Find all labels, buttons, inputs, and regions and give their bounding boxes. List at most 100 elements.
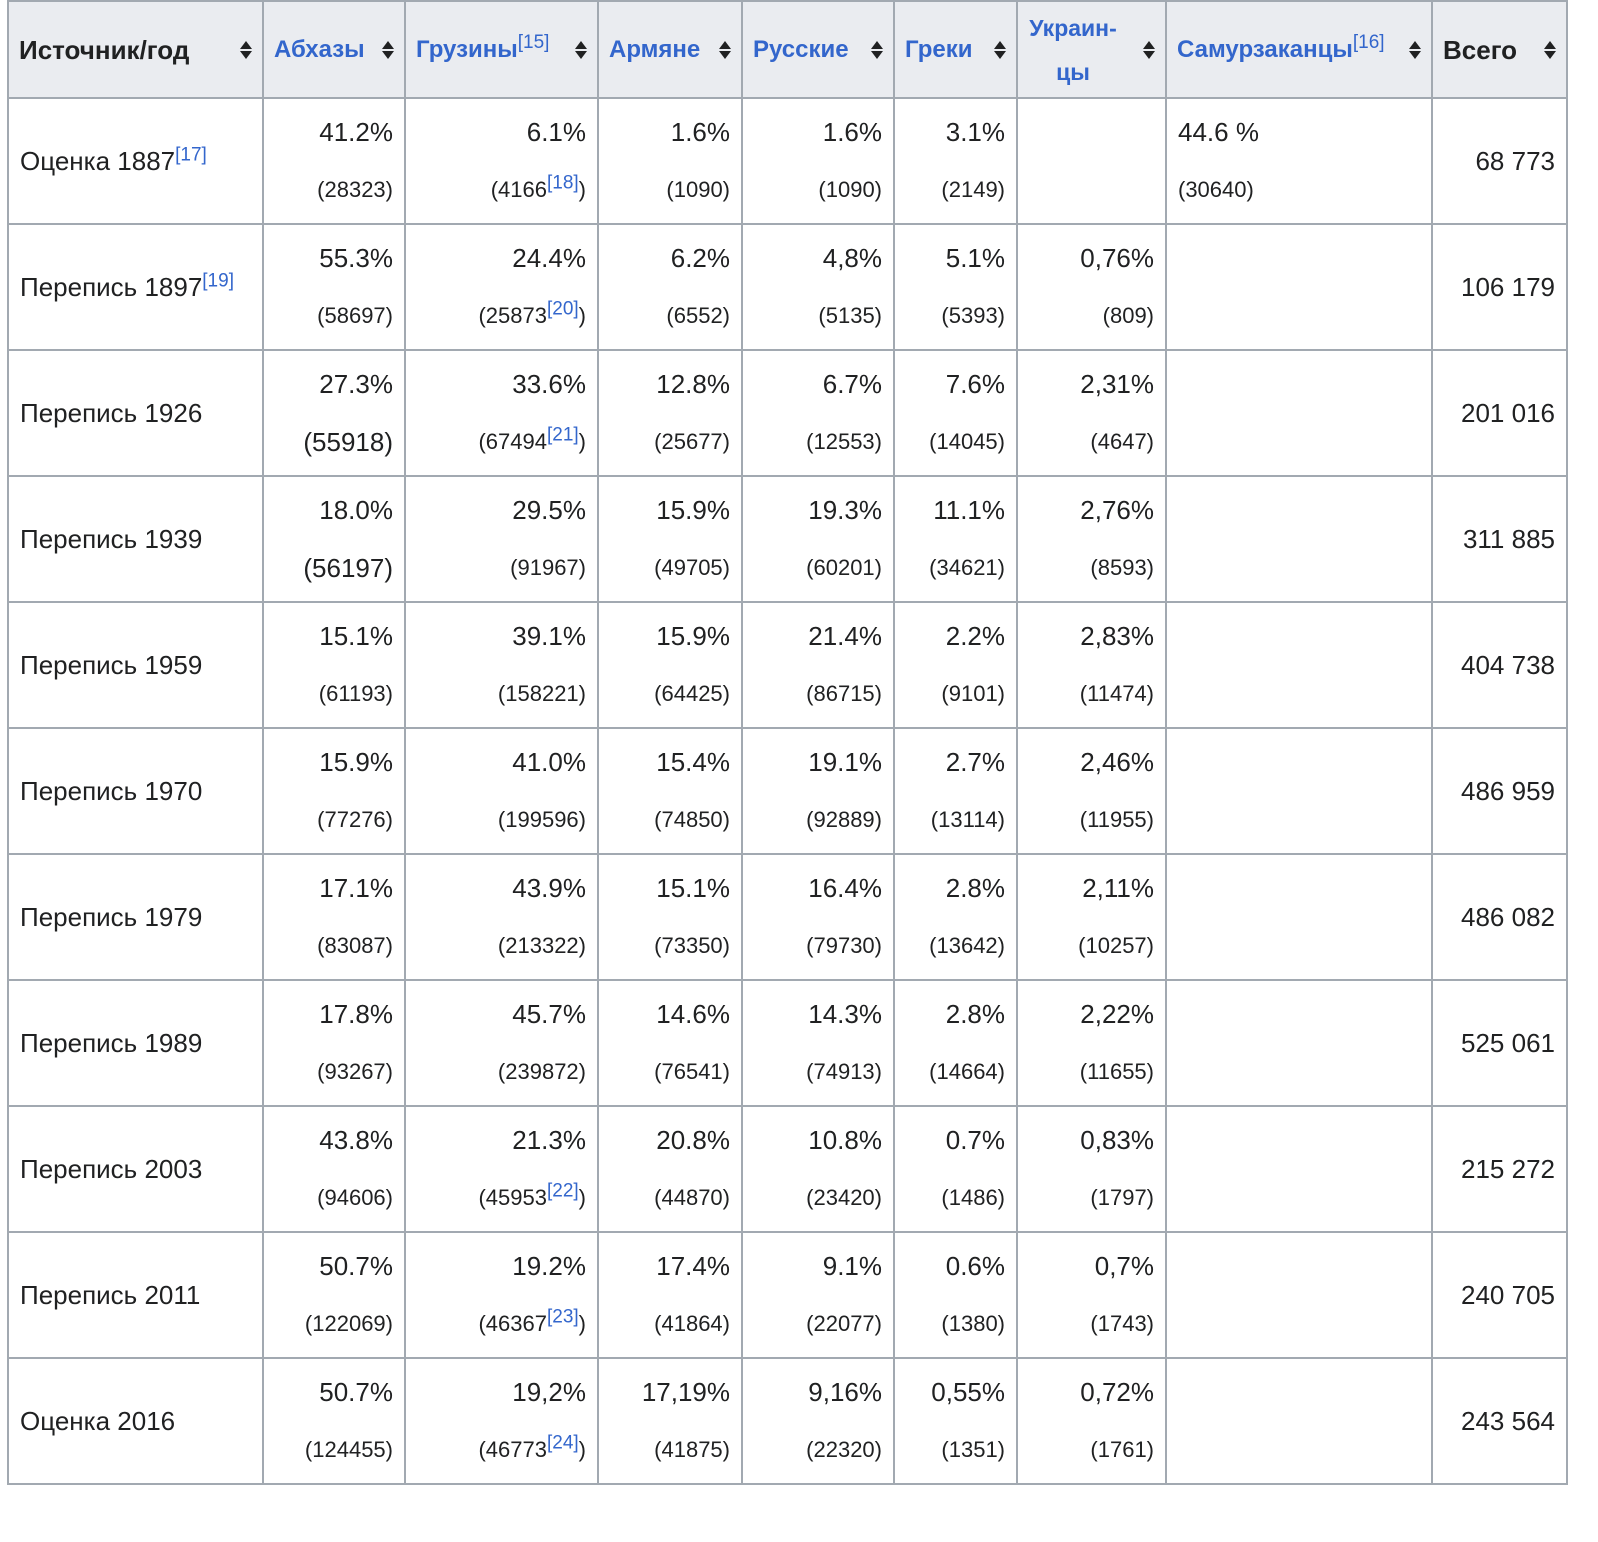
table-row: Перепись 2003 43.8% (94606) 21.3% (45953[22]… [7, 1105, 1568, 1233]
header-ukrainians-link[interactable]: Украин-цы [1029, 14, 1117, 85]
footnote-ref[interactable]: [15] [517, 31, 550, 53]
count-value: (41864) [654, 1311, 730, 1336]
header-source[interactable]: Источник/год [7, 0, 264, 99]
cell-source: Перепись 2011 [7, 1231, 264, 1359]
cell-georgians: 6.1% (4166[18]) [404, 97, 599, 225]
cell-russians: 19.3% (60201) [741, 475, 895, 603]
count-value-text: (91967) [510, 555, 586, 580]
footnote-ref[interactable]: [17] [175, 143, 207, 165]
sort-icon[interactable] [573, 39, 589, 61]
percent-value: 14.3% [808, 999, 882, 1029]
footnote-ref[interactable]: [22] [546, 1180, 579, 1202]
header-samurzakan[interactable]: Самурзаканцы[16] [1165, 0, 1433, 99]
table-row: Перепись 1979 17.1% (83087) 43.9% (213322) 15… [7, 853, 1568, 981]
percent-value: 15.4% [656, 747, 730, 777]
sort-icon[interactable] [380, 39, 396, 61]
cell-abkhaz: 50.7% (122069) [262, 1231, 406, 1359]
table-row: Перепись 1959 15.1% (61193) 39.1% (158221) 15… [7, 601, 1568, 729]
header-samurzakan-link[interactable]: Самурзаканцы [1177, 35, 1353, 63]
count-value: (58697) [317, 303, 393, 328]
table-row: Перепись 1989 17.8% (93267) 45.7% (239872) 14… [7, 979, 1568, 1107]
header-georgians[interactable]: Грузины[15] [404, 0, 599, 99]
percent-value: 43.8% [319, 1125, 393, 1155]
cell-greeks: 0,55% (1351) [893, 1357, 1018, 1485]
cell-greeks: 3.1% (2149) [893, 97, 1018, 225]
header-greeks-link[interactable]: Греки [905, 35, 973, 63]
count-value: (64425) [654, 681, 730, 706]
percent-value: 19.1% [808, 747, 882, 777]
cell-total: 525 061 [1431, 979, 1568, 1107]
cell-total: 106 179 [1431, 223, 1568, 351]
cell-total: 311 885 [1431, 475, 1568, 603]
cell-source: Оценка 2016 [7, 1357, 264, 1485]
footnote-ref[interactable]: [20] [546, 298, 579, 320]
header-total[interactable]: Всего [1431, 0, 1568, 99]
cell-georgians: 39.1% (158221) [404, 601, 599, 729]
footnote-ref[interactable]: [18] [546, 172, 579, 194]
header-russians[interactable]: Русские [741, 0, 895, 99]
header-russians-link[interactable]: Русские [753, 35, 849, 63]
header-georgians-link[interactable]: Грузины [416, 35, 518, 63]
sort-icon[interactable] [1407, 39, 1423, 61]
percent-value: 19,2% [512, 1377, 586, 1407]
count-value: (67494[21]) [417, 413, 586, 471]
sort-icon[interactable] [717, 39, 733, 61]
count-value-text: (158221) [497, 681, 586, 706]
footnote-ref[interactable]: [23] [546, 1306, 579, 1328]
cell-ukrainians: 2,22% (11655) [1016, 979, 1167, 1107]
footnote-ref[interactable]: [19] [202, 269, 234, 291]
count-value: (199596) [417, 791, 586, 849]
sort-icon[interactable] [869, 39, 885, 61]
cell-ukrainians: 0,72% (1761) [1016, 1357, 1167, 1485]
cell-greeks: 0.7% (1486) [893, 1105, 1018, 1233]
sort-icon[interactable] [1542, 39, 1558, 61]
header-abkhaz-link[interactable]: Абхазы [274, 35, 365, 63]
cell-samurzakan [1165, 853, 1433, 981]
footnote-ref[interactable]: [21] [546, 424, 579, 446]
percent-value: 43.9% [512, 873, 586, 903]
percent-value: 21.3% [512, 1125, 586, 1155]
cell-source: Оценка 1887[17] [7, 97, 264, 225]
count-value: (74913) [806, 1059, 882, 1084]
count-value-text: (4166 [490, 177, 547, 202]
count-value: (12553) [806, 429, 882, 454]
cell-armenians: 14.6% (76541) [597, 979, 743, 1107]
sort-icon[interactable] [1141, 39, 1157, 61]
source-label: Перепись 1979 [20, 901, 203, 932]
percent-value: 0,7% [1094, 1251, 1154, 1281]
table-row: Оценка 2016 50.7% (124455) 19,2% (46773[24])… [7, 1357, 1568, 1485]
footnote-ref[interactable]: [24] [546, 1432, 579, 1454]
percent-value: 50.7% [319, 1377, 393, 1407]
cell-abkhaz: 18.0% (56197) [262, 475, 406, 603]
cell-samurzakan: 44.6 % (30640) [1165, 97, 1433, 225]
count-value: (61193) [318, 681, 393, 706]
header-armenians-link[interactable]: Армяне [609, 35, 701, 63]
percent-value: 17,19% [641, 1377, 730, 1407]
percent-value: 19.3% [808, 495, 882, 525]
percent-value: 12.8% [656, 369, 730, 399]
table-row: Перепись 1970 15.9% (77276) 41.0% (199596) 15… [7, 727, 1568, 855]
count-value: (809) [1102, 303, 1154, 328]
cell-samurzakan [1165, 601, 1433, 729]
source-label: Оценка 2016 [20, 1405, 176, 1436]
cell-abkhaz: 50.7% (124455) [262, 1357, 406, 1485]
header-ukrainians[interactable]: Украин-цы [1016, 0, 1167, 99]
cell-ukrainians: 0,83% (1797) [1016, 1105, 1167, 1233]
count-value: (11655) [1079, 1059, 1154, 1084]
sort-icon[interactable] [992, 39, 1008, 61]
header-armenians[interactable]: Армяне [597, 0, 743, 99]
count-value: (122069) [304, 1311, 393, 1336]
count-value: (46773[24]) [417, 1421, 586, 1479]
count-value-close: ) [578, 1437, 586, 1462]
cell-total: 201 016 [1431, 349, 1568, 477]
source-label: Перепись 1989 [20, 1027, 203, 1058]
header-greeks[interactable]: Греки [893, 0, 1018, 99]
count-value-text: (46773 [478, 1437, 547, 1462]
footnote-ref[interactable]: [16] [1352, 31, 1385, 53]
sort-icon[interactable] [238, 39, 254, 61]
cell-greeks: 5.1% (5393) [893, 223, 1018, 351]
cell-source: Перепись 1926 [7, 349, 264, 477]
cell-source: Перепись 2003 [7, 1105, 264, 1233]
header-abkhaz[interactable]: Абхазы [262, 0, 406, 99]
cell-samurzakan [1165, 1105, 1433, 1233]
